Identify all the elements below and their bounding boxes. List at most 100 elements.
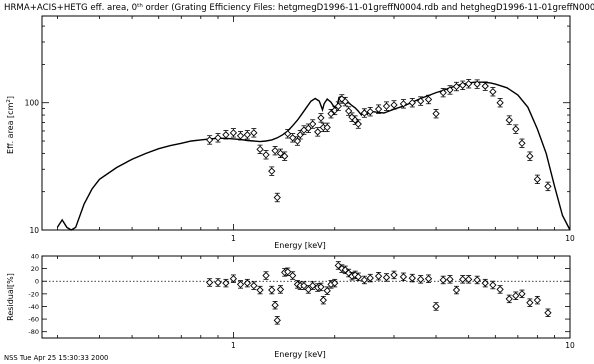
bottom-plot-frame — [41, 255, 571, 339]
residual-point — [289, 271, 297, 280]
bottom-x-tick-label: 1 — [231, 341, 236, 350]
residual-panel: 1 10 40 20 0 -20 -40 -60 -80 Energy [keV] Residu… — [6, 253, 575, 360]
measured-point — [250, 129, 258, 137]
bottom-data-layer — [42, 261, 570, 325]
residual-point — [505, 295, 513, 303]
residual-point — [408, 274, 416, 282]
measured-point — [417, 97, 425, 105]
effective-area-panel: 1 10 10 100 Energy [keV] Eff. area [cm2] — [6, 15, 575, 250]
measured-point — [473, 80, 481, 88]
residual-point — [452, 286, 461, 294]
measured-point — [304, 124, 313, 132]
residual-point — [206, 278, 214, 287]
residual-point — [351, 271, 359, 279]
residual-point — [366, 274, 374, 282]
residual-point — [390, 271, 398, 279]
measured-point — [284, 130, 292, 138]
residual-point — [439, 276, 447, 284]
measured-point — [289, 134, 297, 142]
residual-point — [473, 276, 481, 284]
measured-point — [399, 100, 408, 108]
measured-point — [276, 149, 285, 158]
measured-point — [323, 123, 331, 132]
measured-point — [446, 86, 454, 94]
bottom-y-tick-label: 20 — [31, 265, 39, 273]
bottom-y-tick-label: -40 — [28, 303, 39, 311]
residual-point — [533, 296, 542, 304]
bottom-x-axis-label: Energy [keV] — [274, 350, 326, 359]
residual-point — [300, 282, 308, 290]
residual-point — [319, 296, 327, 304]
top-data-layer — [56, 79, 571, 231]
measured-point — [296, 131, 304, 139]
measured-point — [271, 147, 279, 155]
measured-point — [459, 81, 467, 89]
measured-point — [496, 99, 504, 107]
measured-point — [408, 99, 416, 107]
bottom-x-tick-label: 10 — [565, 341, 575, 350]
bottom-y-axis-label: Residual[%] — [6, 273, 15, 321]
residual-point — [273, 316, 281, 324]
measured-point — [424, 95, 433, 104]
measured-point — [533, 175, 542, 183]
measured-point — [481, 82, 489, 90]
bottom-y-tick-label: -60 — [28, 316, 39, 324]
measured-point — [360, 109, 369, 117]
top-y-axis-label: Eff. area [cm2] — [6, 96, 15, 154]
top-y-tick-label: 100 — [25, 99, 40, 108]
top-axis-ticks: 1 10 10 100 — [25, 16, 575, 243]
top-x-tick-label: 10 — [565, 234, 575, 243]
residual-point — [256, 286, 264, 294]
measured-point — [229, 129, 238, 137]
residual-point — [489, 281, 497, 289]
chart-title: HRMA+ACIS+HETG eff. area, 0th order (Gra… — [4, 3, 594, 13]
residual-point — [317, 283, 325, 291]
residual-point — [544, 309, 552, 317]
residual-point — [382, 273, 391, 282]
residual-point — [465, 275, 473, 283]
measured-point — [518, 139, 526, 147]
measured-point — [268, 167, 276, 175]
top-y-tick-label: 10 — [29, 226, 39, 235]
top-plot-frame — [41, 15, 571, 231]
residual-point — [360, 276, 369, 284]
measured-point — [351, 116, 359, 124]
residual-point — [481, 279, 489, 287]
residual-point — [236, 280, 245, 289]
residual-point — [512, 292, 520, 300]
bottom-y-tick-label: -20 — [28, 290, 39, 298]
measured-point — [273, 193, 281, 202]
residual-point — [374, 272, 383, 280]
measured-point — [317, 114, 325, 122]
residual-point — [331, 279, 339, 287]
measured-point — [309, 120, 317, 128]
measured-point — [366, 108, 374, 116]
residual-point — [222, 279, 230, 287]
measured-point — [382, 102, 391, 110]
measured-point — [465, 80, 473, 88]
measured-point — [293, 137, 302, 145]
measured-point — [512, 125, 520, 133]
bottom-axis-ticks: 1 10 40 20 0 -20 -40 -60 -80 — [28, 253, 575, 351]
residual-point — [304, 285, 313, 294]
measured-point — [222, 131, 230, 139]
residual-point — [323, 287, 331, 295]
measured-point — [281, 152, 289, 160]
measured-point — [390, 101, 398, 109]
residual-point — [526, 299, 534, 307]
residual-point — [417, 275, 425, 283]
residual-point — [243, 279, 251, 287]
measured-point — [439, 88, 447, 97]
measured-point — [354, 120, 362, 128]
residual-point — [229, 275, 238, 283]
measured-point — [327, 110, 335, 118]
bottom-y-tick-label: 40 — [31, 253, 39, 261]
residual-point — [399, 273, 408, 281]
measured-point — [452, 82, 461, 91]
measured-point — [432, 110, 440, 118]
residual-point — [309, 282, 317, 290]
measured-point — [489, 88, 497, 96]
bottom-y-tick-label: -80 — [28, 328, 39, 336]
residual-point — [214, 278, 222, 287]
